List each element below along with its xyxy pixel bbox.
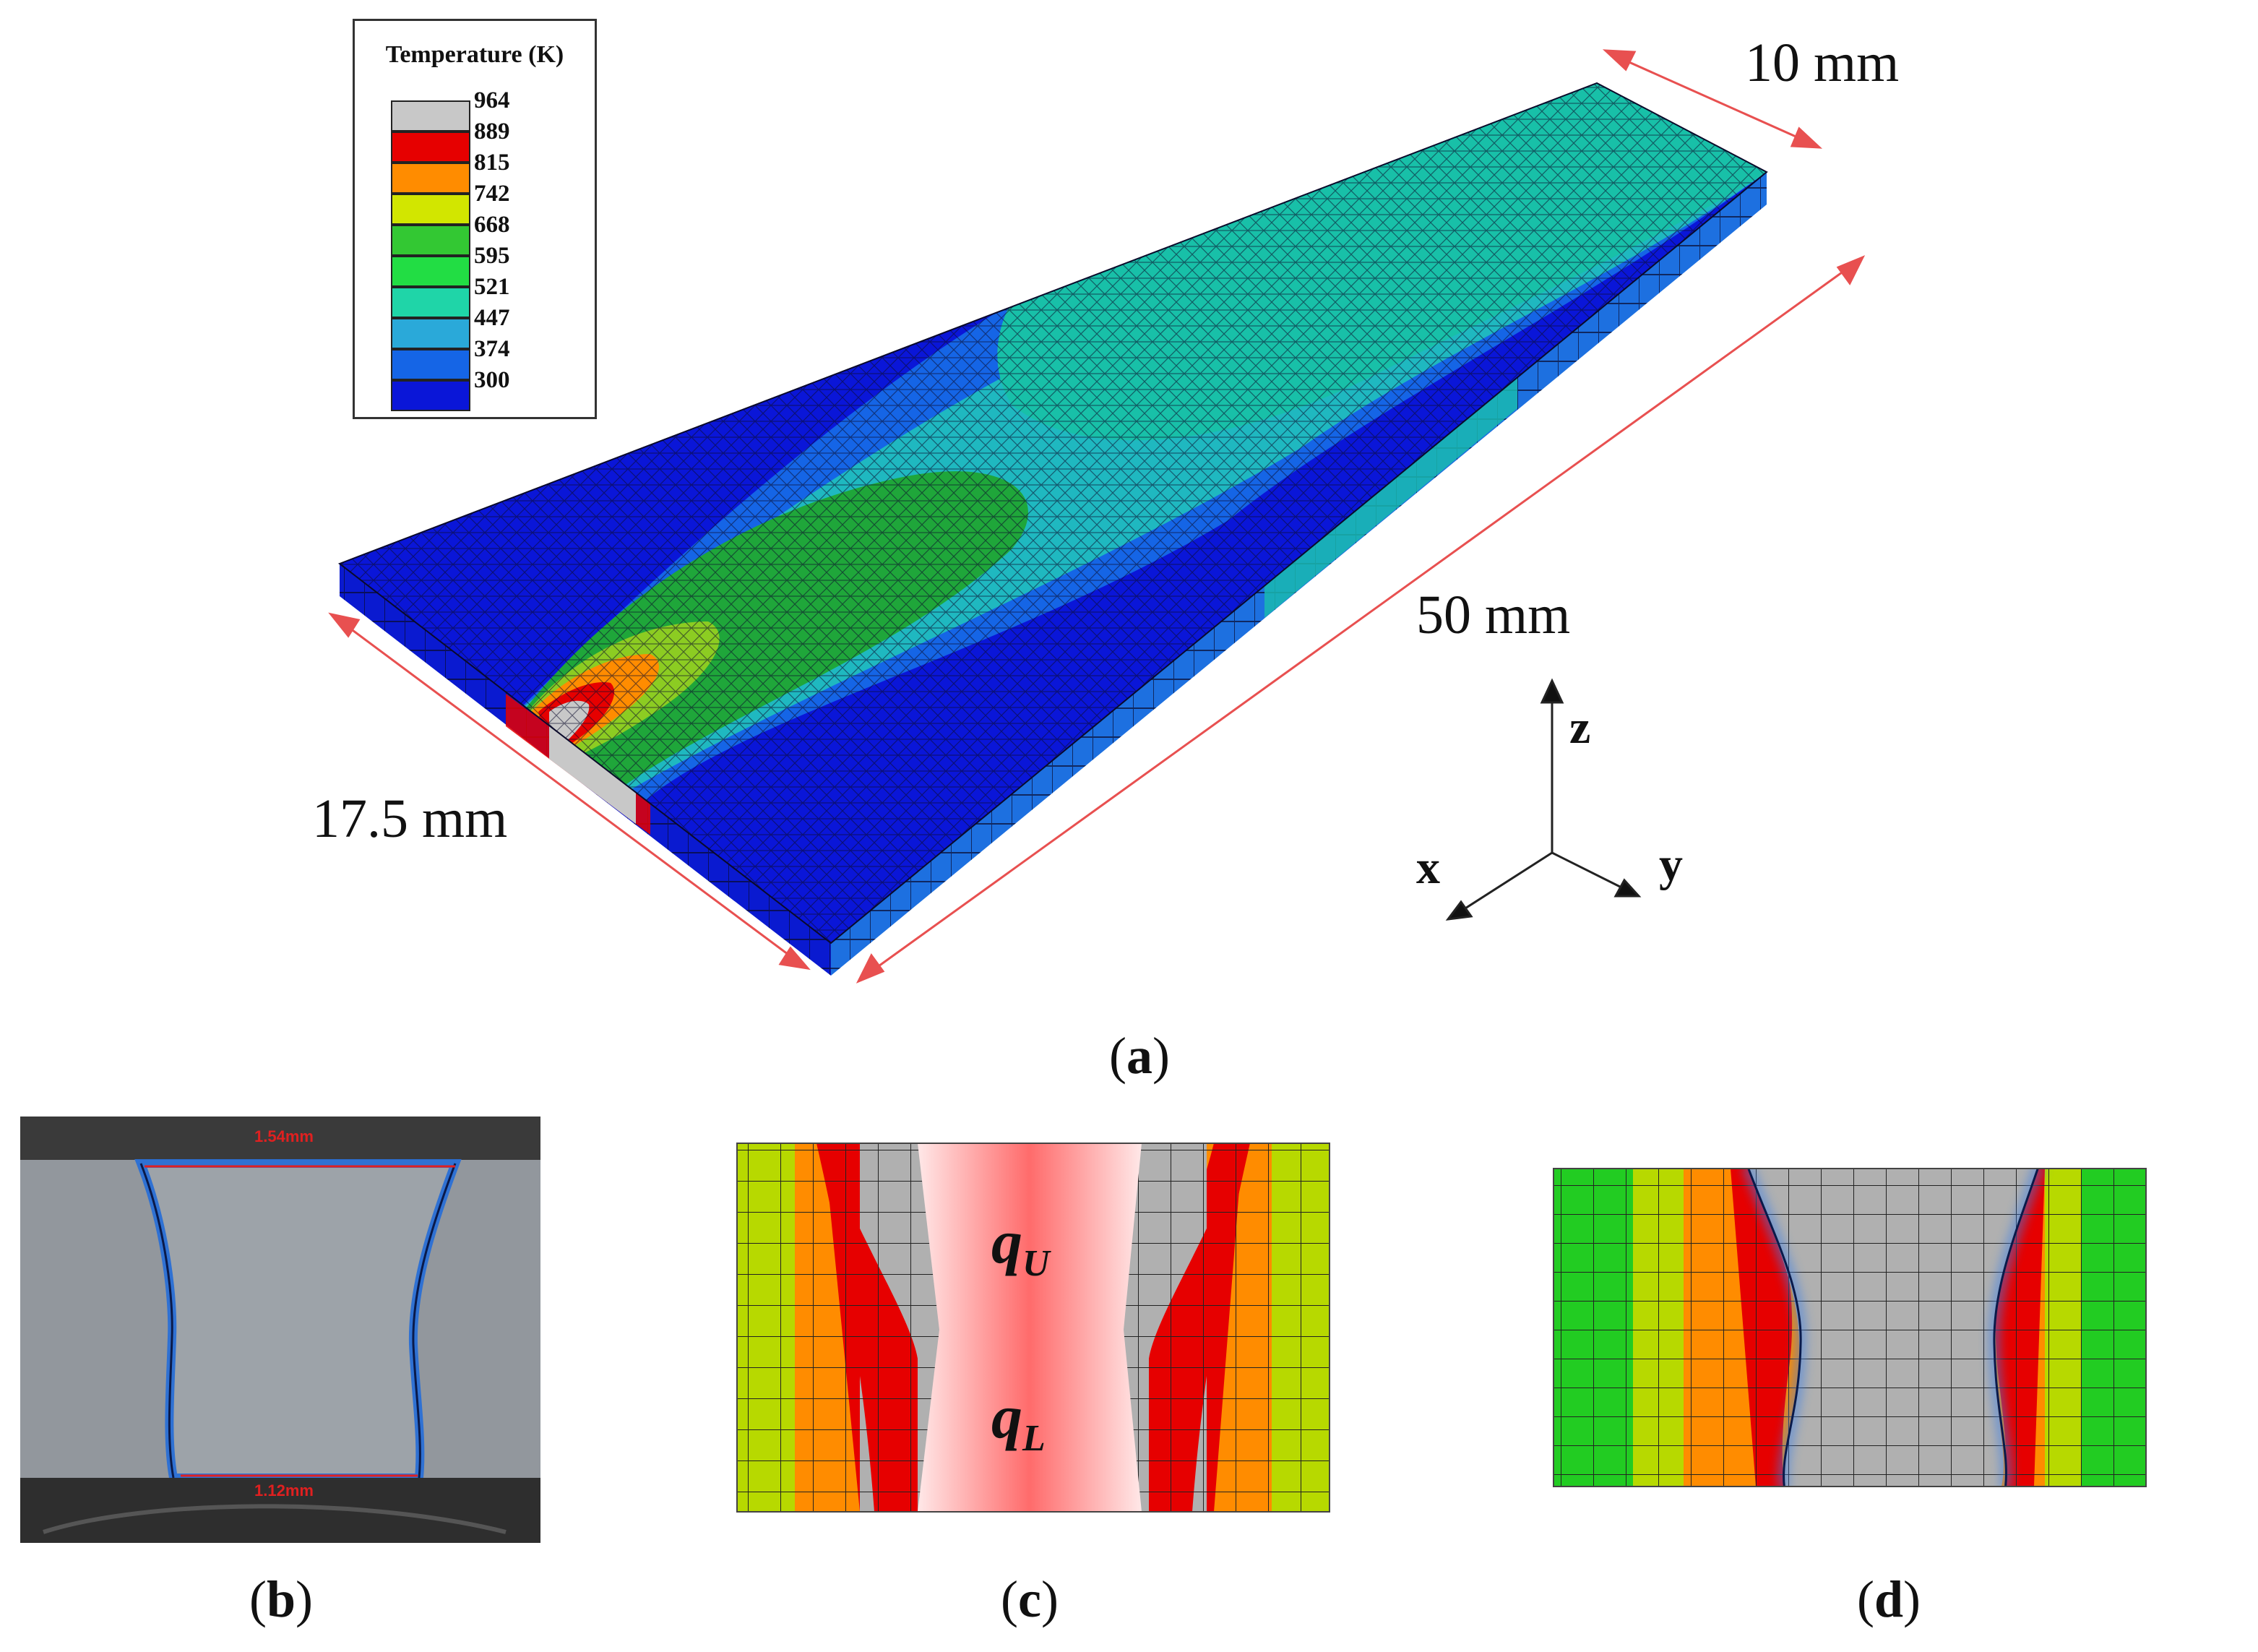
caption-a-open: ( xyxy=(1109,1027,1126,1085)
legend-swatch xyxy=(391,287,470,318)
width-top-arrow xyxy=(1602,49,1823,149)
lower-heat-source-label: qL xyxy=(991,1380,1046,1460)
lower-heat-source xyxy=(918,1330,1142,1512)
legend-value: 374 xyxy=(474,336,510,362)
legend-value: 889 xyxy=(474,119,510,145)
legend-swatch xyxy=(391,163,470,194)
coordinate-axes xyxy=(1445,678,1642,921)
caption-a-close: ) xyxy=(1152,1027,1170,1085)
axis-z-label: z xyxy=(1569,701,1590,754)
legend-swatch xyxy=(391,318,470,349)
q-upper-subscript: U xyxy=(1022,1243,1050,1285)
panel-b-macrograph xyxy=(20,1117,540,1543)
legend-value: 447 xyxy=(474,305,510,331)
axis-y-label: y xyxy=(1659,838,1683,891)
caption-c-open: ( xyxy=(1001,1570,1018,1628)
width-front-arrow xyxy=(328,612,811,971)
caption-c: (c) xyxy=(1001,1570,1059,1630)
legend-swatch xyxy=(391,349,470,380)
caption-c-letter: c xyxy=(1017,1570,1041,1628)
caption-d-close: ) xyxy=(1903,1570,1921,1628)
legend-value: 595 xyxy=(474,243,510,269)
panel-d-simulated-section xyxy=(1554,1169,2146,1487)
length-arrow xyxy=(856,255,1866,984)
panel-c-heat-source xyxy=(737,1143,1330,1512)
legend-swatch xyxy=(391,225,470,256)
top-width-measure: 1.54mm xyxy=(254,1127,314,1145)
caption-d: (d) xyxy=(1857,1570,1921,1630)
legend-title: Temperature (K) xyxy=(385,41,564,68)
caption-b: (b) xyxy=(249,1570,313,1630)
legend-value: 521 xyxy=(474,274,510,300)
length-label: 50 mm xyxy=(1416,585,1570,645)
legend-value: 300 xyxy=(474,367,510,393)
caption-d-open: ( xyxy=(1857,1570,1874,1628)
caption-c-close: ) xyxy=(1040,1570,1059,1628)
width-top-label: 10 mm xyxy=(1745,33,1899,93)
axis-x-label: x xyxy=(1416,841,1440,894)
q-upper-symbol: q xyxy=(991,1207,1022,1276)
bottom-width-measure: 1.12mm xyxy=(254,1481,314,1500)
caption-b-close: ) xyxy=(296,1570,314,1628)
legend-swatch xyxy=(391,100,470,132)
legend-value: 668 xyxy=(474,212,510,238)
legend-value: 964 xyxy=(474,87,510,113)
legend-swatch xyxy=(391,380,470,411)
caption-a: (a) xyxy=(1109,1026,1170,1086)
legend-value: 815 xyxy=(474,150,510,176)
caption-b-open: ( xyxy=(249,1570,267,1628)
legend-value: 742 xyxy=(474,181,510,207)
caption-a-letter: a xyxy=(1126,1027,1152,1085)
caption-d-letter: d xyxy=(1874,1570,1904,1628)
q-lower-subscript: L xyxy=(1022,1418,1046,1460)
upper-heat-source xyxy=(918,1143,1142,1330)
upper-heat-source-label: qU xyxy=(991,1205,1050,1285)
caption-b-letter: b xyxy=(266,1570,296,1628)
dimension-arrows xyxy=(328,49,1866,984)
temperature-legend: Temperature (K) 964 889 815 742 668 595 521 447… xyxy=(353,19,597,419)
legend-swatch xyxy=(391,256,470,287)
legend-swatch xyxy=(391,194,470,225)
width-front-label: 17.5 mm xyxy=(312,788,507,849)
q-lower-symbol: q xyxy=(991,1382,1022,1451)
plate-3d-model xyxy=(337,82,1768,976)
legend-swatch xyxy=(391,132,470,163)
